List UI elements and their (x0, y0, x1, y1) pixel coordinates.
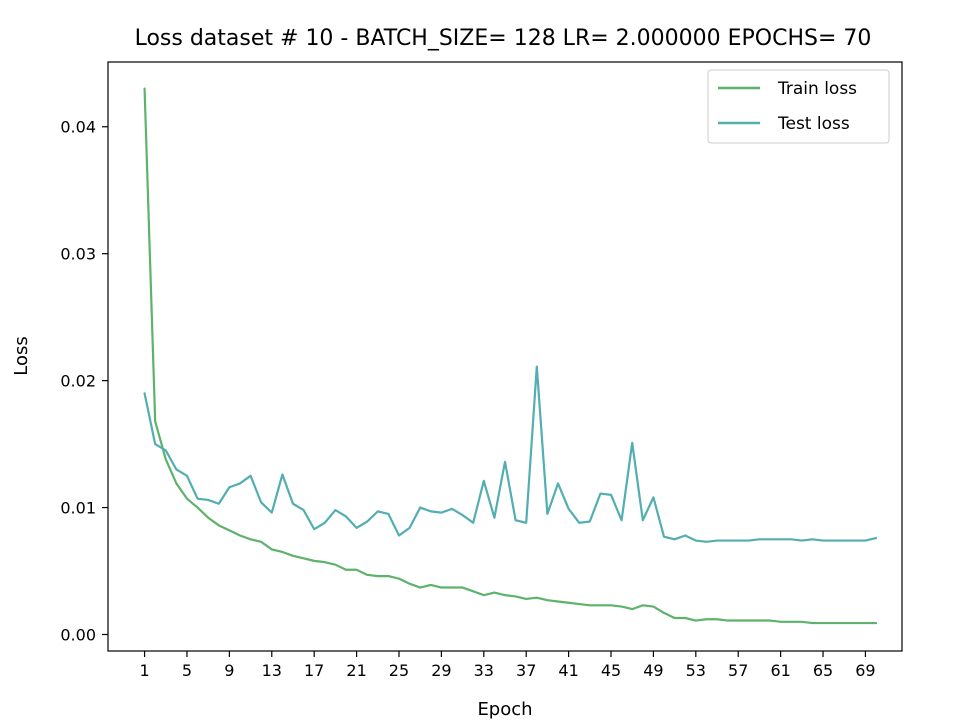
series-line-train (143, 87, 878, 625)
y-tick-label: 0.00 (60, 625, 96, 644)
axis-ticks: 1 5 9 13 17 21 25 29 33 37 41 45 49 53 57 61 65 69 0.00 0.0… (60, 118, 875, 680)
x-tick-label: 33 (474, 661, 494, 680)
series-line-test (143, 365, 878, 543)
y-tick-label: 0.02 (60, 372, 96, 391)
legend-label-test: Test loss (777, 114, 850, 134)
x-tick-label: 65 (813, 661, 833, 680)
x-axis-label: Epoch (477, 699, 532, 720)
x-tick-label: 17 (304, 661, 324, 680)
x-tick-label: 9 (224, 661, 234, 680)
x-tick-label: 13 (262, 661, 282, 680)
x-tick-label: 25 (389, 661, 409, 680)
x-tick-label: 1 (139, 661, 149, 680)
chart-title: Loss dataset # 10 - BATCH_SIZE= 128 LR= … (135, 26, 872, 51)
legend: Train loss Test loss (707, 69, 890, 144)
x-tick-label: 5 (182, 661, 192, 680)
x-tick-label: 37 (516, 661, 536, 680)
plot-area (143, 87, 878, 625)
x-tick-label: 69 (855, 661, 875, 680)
y-tick-label: 0.04 (60, 118, 96, 137)
y-tick-label: 0.03 (60, 245, 96, 264)
x-tick-label: 49 (643, 661, 663, 680)
y-axis-label: Loss (11, 336, 32, 375)
x-tick-label: 61 (770, 661, 790, 680)
x-tick-label: 41 (558, 661, 578, 680)
x-tick-label: 21 (346, 661, 366, 680)
x-tick-label: 45 (601, 661, 621, 680)
y-tick-label: 0.01 (60, 499, 96, 518)
plot-frame (107, 61, 903, 652)
legend-label-train: Train loss (777, 79, 857, 99)
x-tick-label: 29 (431, 661, 451, 680)
x-tick-label: 53 (686, 661, 706, 680)
x-tick-label: 57 (728, 661, 748, 680)
